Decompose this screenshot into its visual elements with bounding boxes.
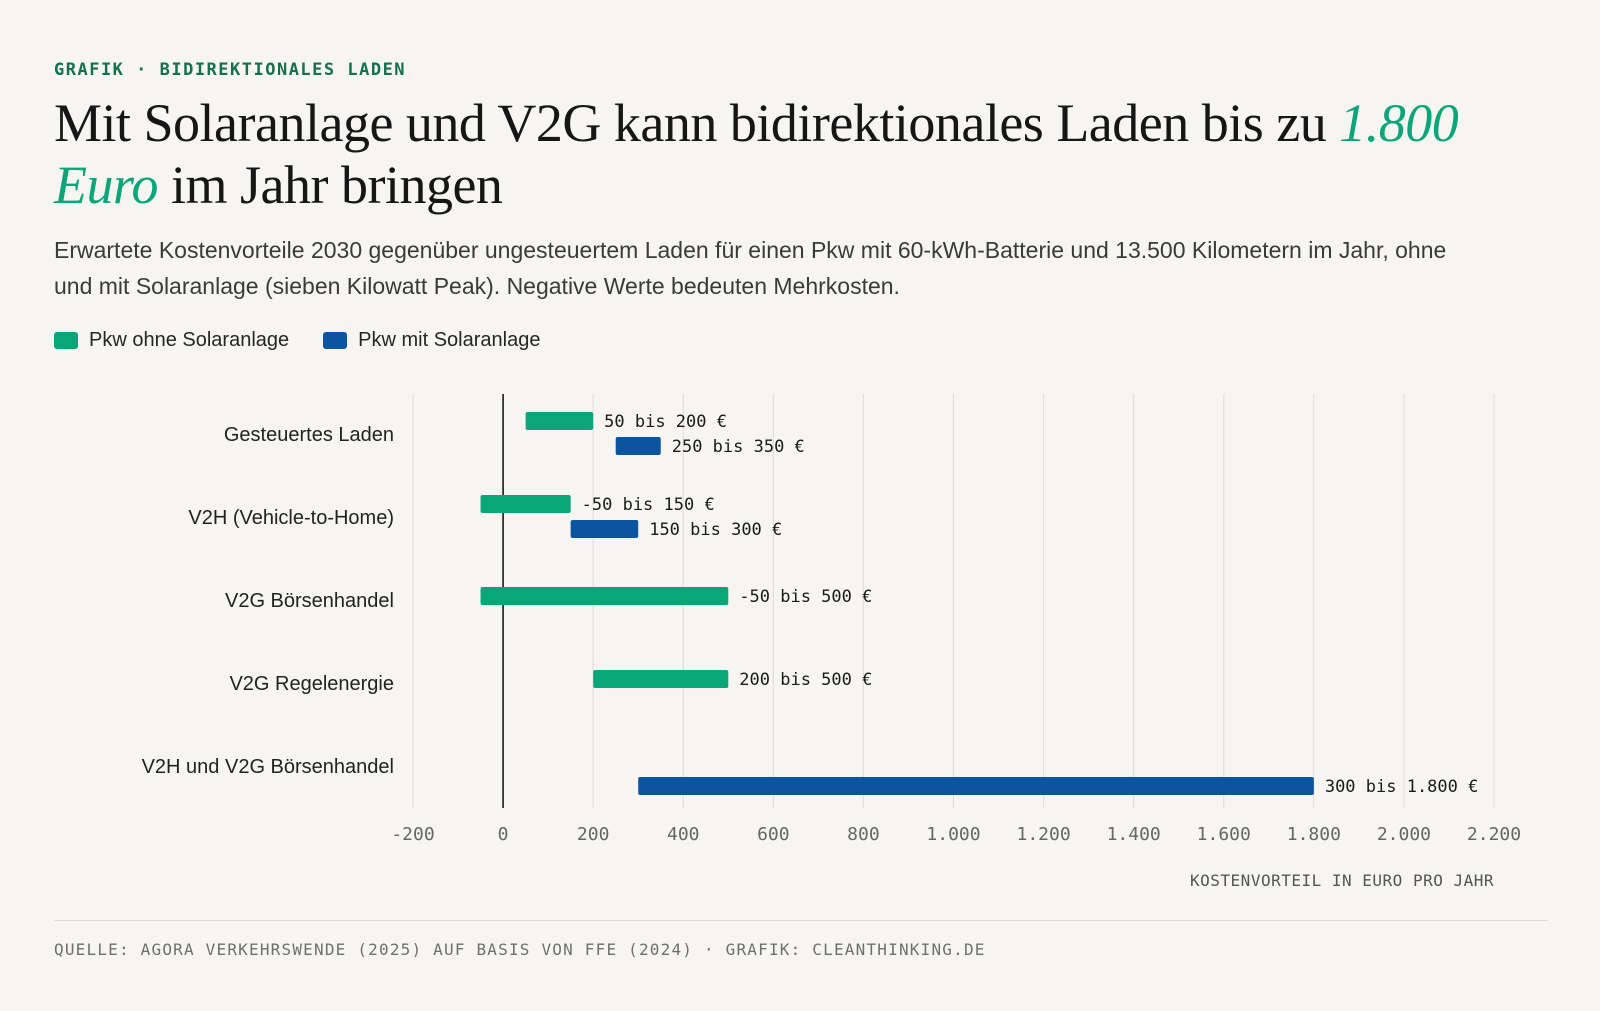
category-label: V2H (Vehicle-to-Home)	[188, 507, 394, 529]
legend-swatch-green	[54, 332, 78, 349]
bar-value-label: 150 bis 300 €	[649, 520, 782, 540]
bar-value-label: 250 bis 350 €	[672, 437, 805, 457]
legend-item-mit-solar: Pkw mit Solaranlage	[323, 329, 540, 352]
subtitle: Erwartete Kostenvorteile 2030 gegenüber …	[54, 237, 1447, 299]
source-credit: QUELLE: AGORA VERKEHRSWENDE (2025) AUF B…	[54, 940, 986, 959]
range-bar	[615, 437, 661, 455]
legend-item-ohne-solar: Pkw ohne Solaranlage	[54, 329, 289, 352]
x-tick-label: 1.800	[1287, 824, 1341, 845]
bar-value-label: 200 bis 500 €	[739, 670, 872, 690]
x-tick-label: -200	[391, 824, 434, 845]
range-bar-chart: -200 0 200 400 600 800 1.000 1.200 1.400 1.600 1.8…	[142, 394, 1521, 890]
legend-label-mit-solar: Pkw mit Solaranlage	[358, 329, 541, 351]
x-tick-label: 0	[498, 824, 509, 845]
range-bar	[480, 587, 729, 605]
title-text-after: im Jahr bringen	[158, 155, 503, 215]
x-axis-title: KOSTENVORTEIL IN EURO PRO JAHR	[1190, 871, 1494, 890]
category-label: Gesteuertes Laden	[224, 424, 394, 446]
x-tick-label: 400	[667, 824, 700, 845]
title-text-before: Mit Solaranlage und V2G kann bidirektion…	[54, 93, 1340, 153]
title-highlight: 1.800 Euro	[54, 93, 1459, 215]
bar-value-label: 300 bis 1.800 €	[1325, 777, 1479, 797]
x-tick-label: 600	[757, 824, 790, 845]
range-bar	[593, 670, 729, 688]
kicker: GRAFIK · BIDIREKTIONALES LADEN	[54, 60, 407, 80]
category-label: V2G Börsenhandel	[225, 590, 394, 612]
bar-value-label: 50 bis 200 €	[604, 412, 727, 432]
chart-legend: Pkw ohne Solaranlage Pkw mit Solaranlage	[54, 329, 540, 352]
category-label: V2H und V2G Börsenhandel	[142, 756, 394, 778]
x-tick-label: 1.600	[1197, 824, 1251, 845]
footer-divider	[54, 920, 1548, 921]
category-label: V2G Regelenergie	[229, 673, 394, 695]
range-bar	[480, 495, 571, 513]
x-tick-label: 1.400	[1107, 824, 1161, 845]
legend-swatch-blue	[323, 332, 348, 349]
page-title: Mit Solaranlage und V2G kann bidirektion…	[54, 92, 1554, 216]
legend-label-ohne-solar: Pkw ohne Solaranlage	[89, 329, 290, 351]
range-bar	[525, 412, 594, 430]
range-bar	[638, 777, 1314, 795]
x-tick-label: 200	[577, 824, 610, 845]
x-tick-label: 1.200	[1016, 824, 1070, 845]
bar-value-label: -50 bis 150 €	[582, 495, 715, 515]
x-tick-label: 800	[847, 824, 880, 845]
range-bar	[570, 520, 639, 538]
x-tick-label: 2.200	[1467, 824, 1521, 845]
bar-value-label: -50 bis 500 €	[739, 587, 872, 607]
x-tick-label: 1.000	[926, 824, 980, 845]
x-tick-label: 2.000	[1377, 824, 1431, 845]
